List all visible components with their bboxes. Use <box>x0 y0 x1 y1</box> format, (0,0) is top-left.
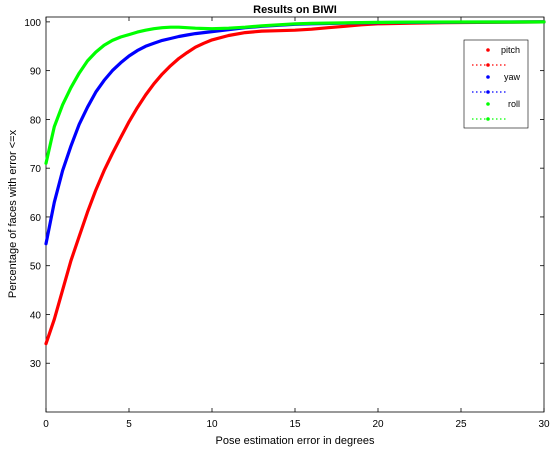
series-line-roll <box>44 20 546 165</box>
legend-marker-roll <box>486 102 490 106</box>
series-line-pitch <box>44 20 546 346</box>
chart-title: Results on BIWI <box>253 4 337 16</box>
x-tick-label: 5 <box>126 419 132 430</box>
y-tick-label: 50 <box>30 262 42 273</box>
x-tick-label: 15 <box>289 419 301 430</box>
chart-legend: pitch yaw roll <box>463 39 529 129</box>
legend-label-roll: roll <box>508 99 520 109</box>
x-tick-label: 20 <box>372 419 384 430</box>
x-tick-label: 10 <box>206 419 218 430</box>
x-axis-label: Pose estimation error in degrees <box>216 435 375 447</box>
x-tick-label: 30 <box>538 419 550 430</box>
x-tick-label: 25 <box>455 419 467 430</box>
y-tick-label: 30 <box>30 359 42 370</box>
x-axis-ticks: 0 5 10 15 20 25 30 <box>43 17 550 430</box>
y-axis-label: Percentage of faces with error <=x <box>7 129 19 298</box>
y-tick-label: 70 <box>30 164 42 175</box>
plot-area <box>45 16 545 413</box>
legend-box <box>463 39 529 129</box>
legend-marker-pitch <box>486 48 490 52</box>
legend-marker-yaw <box>486 75 490 79</box>
y-tick-label: 80 <box>30 115 42 126</box>
legend-line-marker-pitch <box>486 63 490 67</box>
legend-line-marker-roll <box>486 117 490 121</box>
y-tick-label: 100 <box>24 18 41 29</box>
y-tick-label: 90 <box>30 67 42 78</box>
legend-label-pitch: pitch <box>501 45 520 55</box>
y-tick-label: 60 <box>30 213 42 224</box>
series-lines <box>44 20 546 346</box>
y-tick-label: 40 <box>30 310 42 321</box>
legend-label-yaw: yaw <box>504 72 521 82</box>
x-tick-label: 0 <box>43 419 49 430</box>
legend-line-marker-yaw <box>486 90 490 94</box>
